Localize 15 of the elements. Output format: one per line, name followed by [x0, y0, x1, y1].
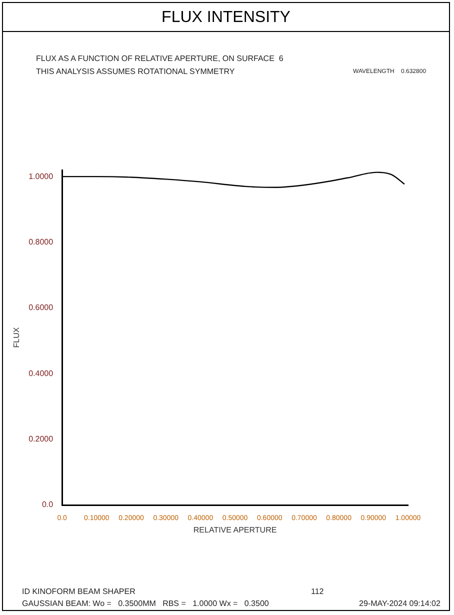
chart-subtitle: FLUX AS A FUNCTION OF RELATIVE APERTURE, ON SURFACE 6	[36, 54, 284, 63]
text: 29-MAY-2024 09:14:02	[359, 599, 440, 608]
text: ID KINOFORM BEAM SHAPER	[22, 587, 136, 596]
text: GAUSSIAN BEAM: Wo = 0.3500MM RBS = 1.0000 Wx = 0.3500	[22, 599, 269, 608]
y-tick-label: 0.0	[42, 500, 54, 510]
text: 112	[311, 587, 324, 596]
x-axis-title: RELATIVE APERTURE	[193, 525, 277, 534]
text: THIS ANALYSIS ASSUMES ROTATIONAL SYMMETRY	[36, 67, 235, 76]
y-tick-label: 0.6000	[28, 303, 54, 312]
chart-title: FLUX INTENSITY	[3, 3, 449, 32]
y-tick-label: 1.0000	[28, 172, 54, 181]
y-tick-label: 0.2000	[28, 434, 54, 444]
y-axis-title: FLUX	[12, 326, 22, 348]
y-tick-label: 0.8000	[28, 237, 54, 246]
y-tick-label: 0.4000	[28, 368, 54, 378]
